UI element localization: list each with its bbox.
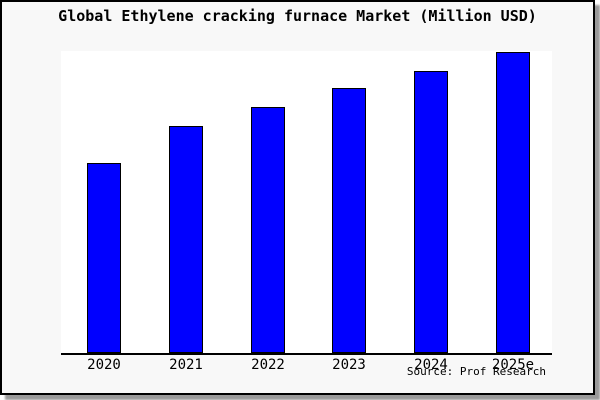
x-axis: 2020 2021 2022 2023 2024 2025e: [61, 357, 552, 375]
x-tick-label-2021: 2021: [169, 357, 203, 373]
bar-2022: [251, 107, 285, 353]
x-tick-label-2024: 2024: [414, 357, 448, 373]
bar-2023: [332, 88, 366, 353]
chart-title: Global Ethylene cracking furnace Market …: [58, 7, 537, 25]
bar-2021: [169, 126, 203, 353]
x-tick-label-2020: 2020: [87, 357, 121, 373]
x-tick-label-2025e: 2025e: [491, 357, 535, 373]
x-tick-label-2023: 2023: [332, 357, 366, 373]
x-tick-label-2022: 2022: [251, 357, 285, 373]
plot-area: [61, 51, 552, 355]
source-credit: Source: Prof Research: [406, 365, 546, 378]
bar-2025e: [496, 52, 530, 353]
chart-frame: Global Ethylene cracking furnace Market …: [0, 0, 595, 395]
bar-2020: [87, 163, 121, 353]
bar-2024: [414, 71, 448, 353]
